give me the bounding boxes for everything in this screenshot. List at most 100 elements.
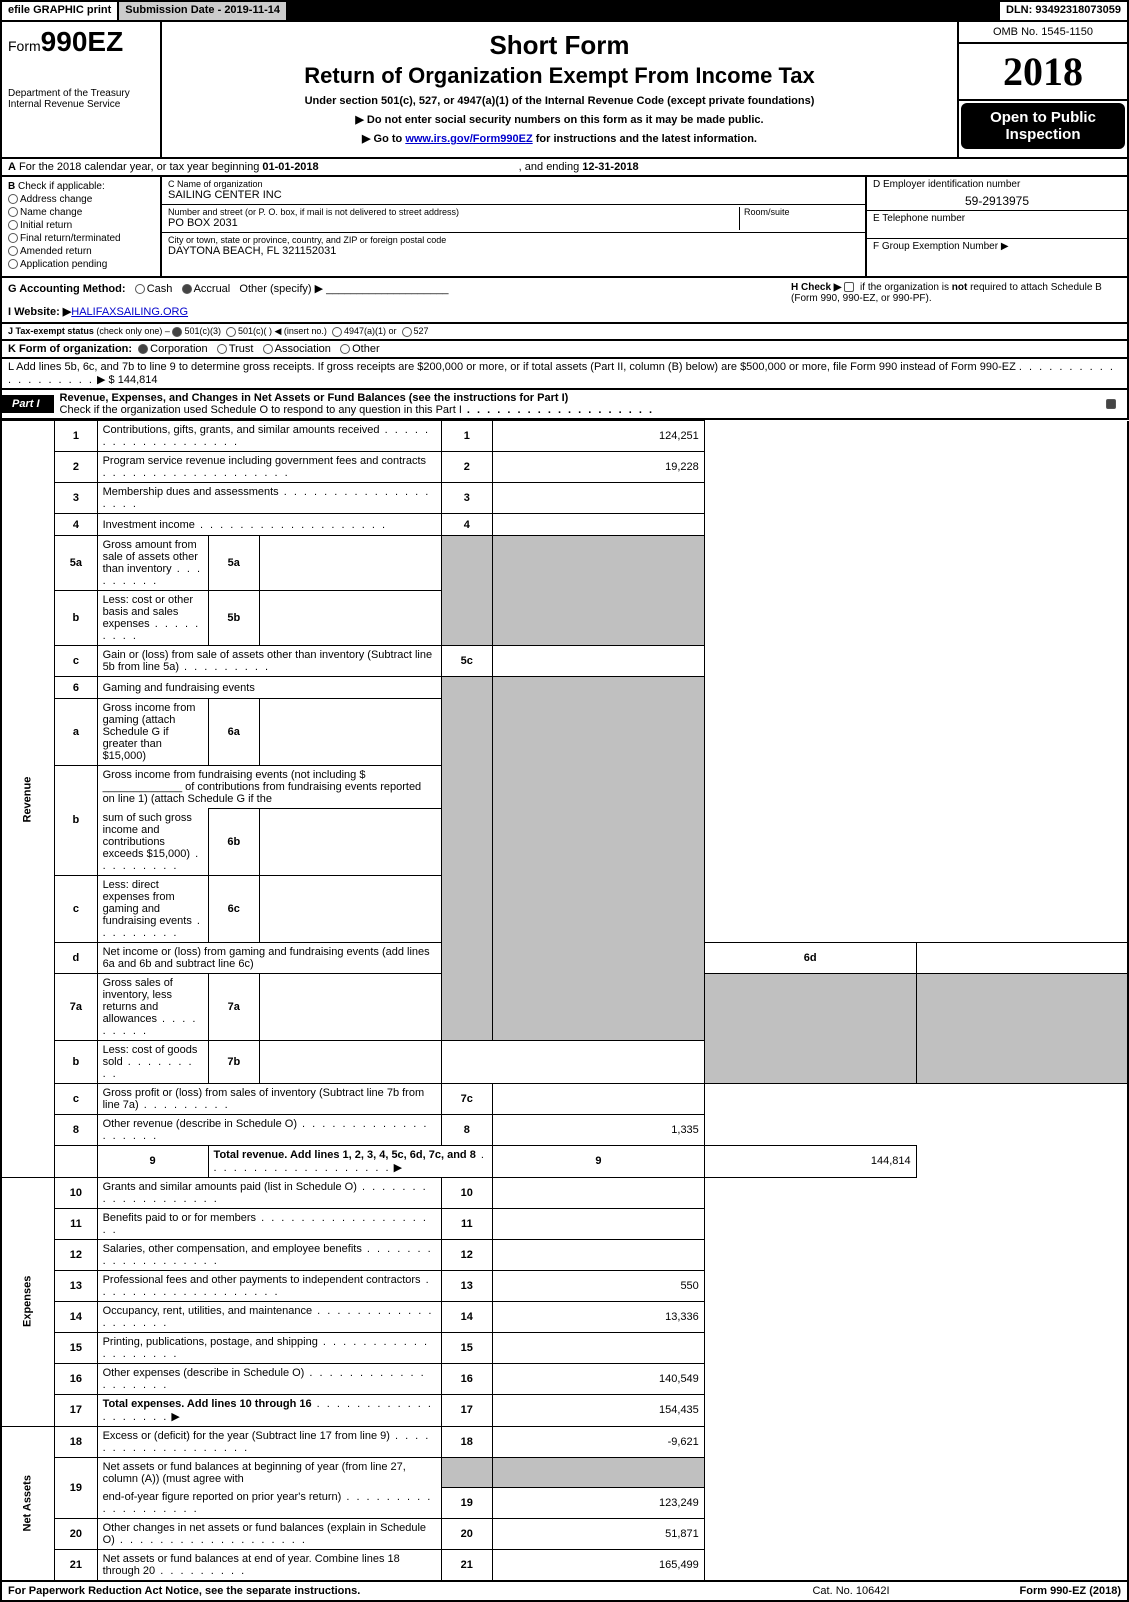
row-l: L Add lines 5b, 6c, and 7b to line 9 to … xyxy=(0,359,1129,390)
l4-desc: Investment income xyxy=(103,519,195,531)
i-lbl: I Website: ▶ xyxy=(8,306,71,318)
line-5c: c Gain or (loss) from sale of assets oth… xyxy=(1,646,1128,677)
b-opt-name[interactable]: Name change xyxy=(8,207,154,218)
b-opt-amended[interactable]: Amended return xyxy=(8,246,154,257)
l4-val xyxy=(492,514,704,536)
l14-val: 13,336 xyxy=(492,1301,704,1332)
l1-linum: 1 xyxy=(441,421,492,452)
l6b-sub: 6b xyxy=(208,809,259,876)
website-link[interactable]: HALIFAXSAILING.ORG xyxy=(71,306,188,318)
form-header: Form990EZ Department of the Treasury Int… xyxy=(0,22,1129,159)
l11-desc: Benefits paid to or for members xyxy=(103,1212,256,1224)
a-end: 12-31-2018 xyxy=(582,161,638,173)
irs-label: Internal Revenue Service xyxy=(8,99,154,110)
l21-val: 165,499 xyxy=(492,1549,704,1581)
l8-desc: Other revenue (describe in Schedule O) xyxy=(103,1118,297,1130)
tax-year: 2018 xyxy=(959,44,1127,101)
b-opt-pending[interactable]: Application pending xyxy=(8,259,154,270)
l7a-sub: 7a xyxy=(208,973,259,1040)
l17-desc: Total expenses. Add lines 10 through 16 xyxy=(103,1398,312,1410)
l17-arrow: ▶ xyxy=(171,1411,179,1423)
e-phone-cell: E Telephone number xyxy=(867,211,1127,239)
k-o1-radio[interactable] xyxy=(138,344,148,354)
l19-val: 123,249 xyxy=(492,1488,704,1519)
l15-desc: Printing, publications, postage, and shi… xyxy=(103,1336,318,1348)
g-accrual-radio[interactable] xyxy=(182,284,192,294)
l10-desc: Grants and similar amounts paid (list in… xyxy=(103,1181,357,1193)
j-o1-radio[interactable] xyxy=(172,327,182,337)
part1-header: Part I Revenue, Expenses, and Changes in… xyxy=(0,390,1129,420)
l1-desc: Contributions, gifts, grants, and simila… xyxy=(97,421,441,452)
b-label: Check if applicable: xyxy=(18,181,105,192)
l6b-desc3: sum of such gross income and contributio… xyxy=(103,812,192,860)
b-opt-address[interactable]: Address change xyxy=(8,194,154,205)
line-16: 16Other expenses (describe in Schedule O… xyxy=(1,1363,1128,1394)
submission-date: Submission Date - 2019-11-14 xyxy=(119,0,288,22)
g-cash-radio[interactable] xyxy=(135,284,145,294)
goto-line: ▶ Go to www.irs.gov/Form990EZ for instru… xyxy=(168,132,951,145)
k-o3: Association xyxy=(275,343,331,355)
omb-number: OMB No. 1545-1150 xyxy=(959,22,1127,44)
g-cash: Cash xyxy=(147,283,173,295)
j-o2-radio[interactable] xyxy=(226,327,236,337)
line-12: 12Salaries, other compensation, and empl… xyxy=(1,1239,1128,1270)
l6a-desc: Gross income from gaming (attach Schedul… xyxy=(103,702,196,762)
line-3: 3 Membership dues and assessments 3 xyxy=(1,483,1128,514)
l6-desc: Gaming and fundraising events xyxy=(97,677,441,699)
irs-link[interactable]: www.irs.gov/Form990EZ xyxy=(405,133,532,145)
ein-value: 59-2913975 xyxy=(873,194,1121,208)
org-name: SAILING CENTER INC xyxy=(168,189,859,201)
part1-checkbox[interactable] xyxy=(1106,399,1116,409)
l5a-subval xyxy=(259,536,441,591)
g-lbl: G Accounting Method: xyxy=(8,283,126,295)
header-right: OMB No. 1545-1150 2018 Open to Public In… xyxy=(957,22,1127,157)
b-opt-4: Amended return xyxy=(20,246,92,257)
line-7c: c Gross profit or (loss) from sales of i… xyxy=(1,1083,1128,1114)
part1-checkbox-cell xyxy=(1097,398,1127,410)
footer-mid: Cat. No. 10642I xyxy=(761,1585,941,1597)
k-o4: Other xyxy=(352,343,380,355)
j-o1: 501(c)(3) xyxy=(184,326,221,336)
l-amount: ▶ $ 144,814 xyxy=(97,374,157,386)
col-d: D Employer identification number 59-2913… xyxy=(867,177,1127,276)
topbar-fill xyxy=(288,0,998,22)
j-o3-radio[interactable] xyxy=(332,327,342,337)
header-mid: Short Form Return of Organization Exempt… xyxy=(162,22,957,157)
a-mid: , and ending xyxy=(519,161,583,173)
k-o3-radio[interactable] xyxy=(263,344,273,354)
h-lbl: H Check ▶ xyxy=(791,282,841,293)
l6b-desc1: Gross income from fundraising events (no… xyxy=(103,769,366,781)
org-address: PO BOX 2031 xyxy=(168,217,739,229)
k-o2-radio[interactable] xyxy=(217,344,227,354)
j-o4: 527 xyxy=(414,326,429,336)
j-o2: 501(c)( ) ◀ (insert no.) xyxy=(238,326,327,336)
h-checkbox[interactable] xyxy=(844,282,854,292)
b-opt-initial[interactable]: Initial return xyxy=(8,220,154,231)
l6b-desc2: of contributions from fundraising events… xyxy=(103,781,422,805)
k-o2: Trust xyxy=(229,343,254,355)
c-addr-lbl: Number and street (or P. O. box, if mail… xyxy=(168,207,739,217)
dln: DLN: 93492318073059 xyxy=(998,0,1129,22)
h-not: not xyxy=(952,282,968,293)
h-text1: if the organization is xyxy=(860,282,952,293)
g-accrual: Accrual xyxy=(194,283,231,295)
l2-desc: Program service revenue including govern… xyxy=(103,455,426,467)
j-o4-radio[interactable] xyxy=(402,327,412,337)
line-6: 6 Gaming and fundraising events xyxy=(1,677,1128,699)
l16-desc: Other expenses (describe in Schedule O) xyxy=(103,1367,305,1379)
line-17: 17Total expenses. Add lines 10 through 1… xyxy=(1,1394,1128,1426)
form-990ez: 990EZ xyxy=(41,26,124,57)
footer: For Paperwork Reduction Act Notice, see … xyxy=(0,1582,1129,1602)
c-addr-cell: Number and street (or P. O. box, if mail… xyxy=(162,205,865,233)
l-text: L Add lines 5b, 6c, and 7b to line 9 to … xyxy=(8,361,1016,373)
l14-desc: Occupancy, rent, utilities, and maintena… xyxy=(103,1305,313,1317)
row-k: K Form of organization: Corporation Trus… xyxy=(0,341,1129,359)
a-prefix: For the 2018 calendar year, or tax year … xyxy=(19,161,262,173)
l1-val: 124,251 xyxy=(492,421,704,452)
e-lbl: E Telephone number xyxy=(873,213,1121,224)
l6d-val xyxy=(916,942,1128,973)
b-opt-final[interactable]: Final return/terminated xyxy=(8,233,154,244)
k-o4-radio[interactable] xyxy=(340,344,350,354)
line-21: 21Net assets or fund balances at end of … xyxy=(1,1549,1128,1581)
j-lbl: J Tax-exempt status xyxy=(8,326,94,336)
